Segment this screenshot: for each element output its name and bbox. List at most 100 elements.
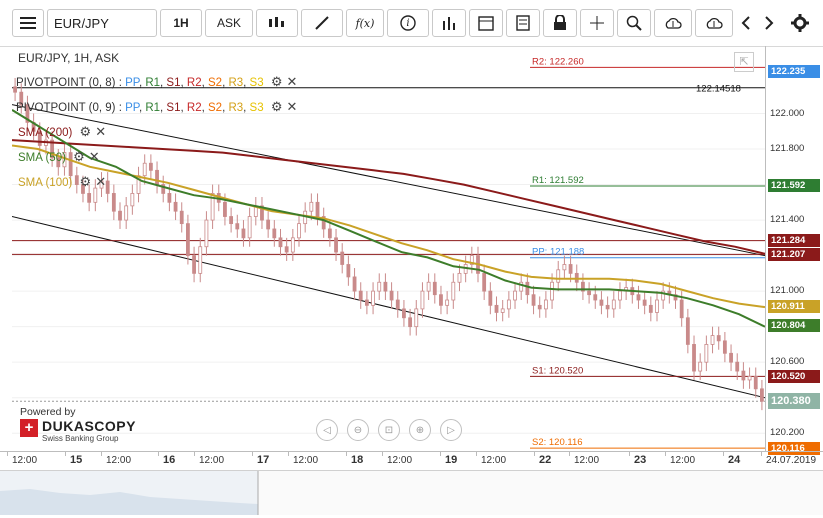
- gear-icon[interactable]: ⚙: [270, 99, 283, 114]
- symbol-label: EUR/JPY: [54, 15, 109, 31]
- candle-body: [142, 162, 147, 177]
- candle-body: [710, 335, 715, 345]
- info-icon[interactable]: i: [387, 9, 429, 37]
- side-select[interactable]: ASK: [205, 9, 253, 37]
- x-tick: [7, 452, 8, 456]
- legend-item-r2: R2: [186, 102, 202, 114]
- brand-sub: Swiss Banking Group: [42, 434, 119, 443]
- x-tick: [346, 452, 347, 456]
- x-tick-label: 18: [351, 454, 364, 466]
- zoom-out-icon[interactable]: ⊖: [347, 419, 369, 441]
- next-icon[interactable]: [759, 9, 779, 37]
- candle-body: [642, 299, 647, 306]
- candles-icon[interactable]: [256, 9, 298, 37]
- navigator[interactable]: [0, 470, 823, 515]
- legend-pivot-2[interactable]: PIVOTPOINT (0, 9) : PP, R1, S1, R2, S2, …: [16, 99, 297, 115]
- candle-body: [729, 352, 733, 363]
- legend-comma: ,: [138, 102, 146, 114]
- legend-comma: ,: [222, 77, 229, 89]
- gear-icon[interactable]: [787, 9, 813, 37]
- candle-body: [451, 281, 456, 301]
- news-icon[interactable]: [506, 9, 540, 37]
- symbol-select[interactable]: EUR/JPY: [47, 9, 157, 37]
- channel-bottom-line: [12, 216, 765, 399]
- legend-item-s2: S2: [207, 77, 223, 89]
- candle-body: [87, 193, 92, 203]
- candle-body: [482, 272, 487, 292]
- sma50-line: [12, 109, 765, 328]
- download-icon[interactable]: [695, 9, 733, 37]
- first-icon[interactable]: ◁: [316, 419, 338, 441]
- x-tick: [629, 452, 630, 456]
- candle-body: [130, 193, 135, 207]
- crosshair-icon[interactable]: [580, 9, 614, 37]
- function-icon[interactable]: f(x): [346, 9, 384, 37]
- zoom-in-icon[interactable]: ⊕: [409, 419, 431, 441]
- candle-body: [266, 219, 271, 230]
- candle-body: [13, 86, 17, 93]
- x-tick-label: 15: [70, 454, 83, 466]
- chart-title: EUR/JPY, 1H, ASK: [18, 51, 120, 65]
- legend-sma50[interactable]: SMA (50) ⚙ ✕: [18, 149, 100, 165]
- candle-body: [352, 276, 357, 292]
- upload-icon[interactable]: [654, 9, 692, 37]
- candle-body: [605, 304, 610, 310]
- fit-icon[interactable]: ⊡: [378, 419, 400, 441]
- x-tick: [194, 452, 195, 456]
- chart-area[interactable]: 122.14518 R2: 122.260 R1: 121.592 PP: 121.1…: [12, 46, 765, 451]
- x-tick-label: 19: [445, 454, 458, 466]
- close-icon[interactable]: ✕: [88, 149, 100, 164]
- x-tick-label: 12:00: [12, 455, 38, 466]
- candle-body: [297, 223, 301, 239]
- draw-icon[interactable]: [301, 9, 343, 37]
- candle-body: [673, 294, 678, 301]
- candle-body: [383, 281, 388, 292]
- x-tick-label: 12:00: [293, 455, 319, 466]
- hamburger-icon[interactable]: [12, 9, 44, 37]
- legend-sma100[interactable]: SMA (100) ⚙ ✕: [18, 174, 106, 190]
- y-tick-label: 120.200: [770, 427, 805, 439]
- candle-body: [439, 294, 443, 306]
- candle-body: [56, 157, 61, 168]
- timeframe-select[interactable]: 1H: [160, 9, 202, 37]
- last-icon[interactable]: ▷: [440, 419, 462, 441]
- legend-pivot-1[interactable]: PIVOTPOINT (0, 8) : PP, R1, S1, R2, S2, …: [16, 74, 297, 90]
- y-tick-label: 121.400: [770, 214, 805, 226]
- candle-body: [648, 304, 653, 313]
- price-chart[interactable]: 122.14518 R2: 122.260 R1: 121.592 PP: 121.1…: [12, 46, 765, 451]
- legend-comma: ,: [138, 77, 146, 89]
- legend-item-r2: R2: [186, 77, 202, 89]
- close-icon[interactable]: ✕: [286, 74, 298, 89]
- price-axis[interactable]: 120.200120.400120.600120.800121.000121.2…: [765, 46, 823, 455]
- candle-body: [543, 299, 548, 310]
- candle-body: [581, 281, 585, 292]
- legend-item-pp: PP: [125, 102, 139, 114]
- gear-icon[interactable]: ⚙: [73, 149, 85, 164]
- candle-body: [500, 308, 505, 313]
- gear-icon[interactable]: ⚙: [79, 124, 92, 139]
- close-icon[interactable]: ✕: [95, 174, 107, 189]
- bars-icon[interactable]: [432, 9, 466, 37]
- prev-icon[interactable]: [736, 9, 756, 37]
- candle-body: [315, 201, 320, 217]
- candle-body: [760, 388, 764, 402]
- gear-icon[interactable]: ⚙: [79, 174, 92, 189]
- x-tick-label: 23: [634, 454, 647, 466]
- candle-body: [364, 299, 369, 306]
- expand-icon[interactable]: ⇱: [734, 52, 754, 72]
- close-icon[interactable]: ✕: [95, 124, 107, 139]
- candle-body: [506, 299, 511, 310]
- x-tick: [665, 452, 666, 456]
- y-tick-label: 121.800: [770, 143, 805, 155]
- time-axis[interactable]: 12:00 15 12:00 16 12:00 17 12:00 18 12:00 19 12:00…: [0, 451, 823, 470]
- legend-sma200[interactable]: SMA (200) ⚙ ✕: [18, 124, 106, 140]
- close-icon[interactable]: ✕: [286, 99, 298, 114]
- lock-icon[interactable]: [543, 9, 577, 37]
- sma100-line: [12, 144, 765, 309]
- brand-name: DUKASCOPY: [42, 418, 136, 434]
- calendar-icon[interactable]: [469, 9, 503, 37]
- candle-body: [685, 317, 690, 345]
- gear-icon[interactable]: ⚙: [270, 74, 283, 89]
- zoom-icon[interactable]: [617, 9, 651, 37]
- y-tick-label: 120.600: [770, 356, 805, 368]
